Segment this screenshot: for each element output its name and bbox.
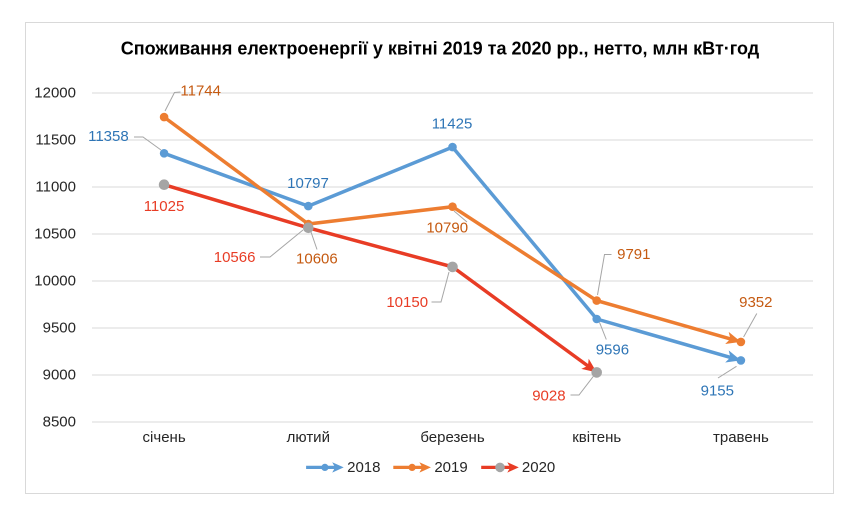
svg-text:10790: 10790 xyxy=(426,220,468,237)
svg-text:11425: 11425 xyxy=(432,116,473,133)
svg-text:2019: 2019 xyxy=(434,459,467,476)
svg-text:січень: січень xyxy=(143,429,186,446)
svg-text:2020: 2020 xyxy=(522,459,555,476)
svg-text:11744: 11744 xyxy=(180,83,221,100)
svg-text:9000: 9000 xyxy=(43,367,76,384)
svg-text:Споживання електроенергії у кв: Споживання електроенергії у квітні 2019 … xyxy=(121,39,760,59)
svg-text:11358: 11358 xyxy=(88,128,129,145)
svg-text:9596: 9596 xyxy=(596,341,629,358)
svg-text:10000: 10000 xyxy=(34,273,76,290)
svg-text:травень: травень xyxy=(713,429,769,446)
svg-text:10606: 10606 xyxy=(296,251,338,268)
svg-text:10797: 10797 xyxy=(287,175,329,192)
svg-text:9028: 9028 xyxy=(532,388,565,405)
svg-text:12000: 12000 xyxy=(34,85,76,102)
svg-text:9352: 9352 xyxy=(739,294,772,311)
svg-text:березень: березень xyxy=(420,429,484,446)
svg-text:9155: 9155 xyxy=(701,382,734,399)
svg-text:11500: 11500 xyxy=(35,132,76,149)
svg-text:11000: 11000 xyxy=(35,179,76,196)
svg-text:10150: 10150 xyxy=(386,294,428,311)
svg-text:9500: 9500 xyxy=(43,320,76,337)
svg-text:11025: 11025 xyxy=(144,198,185,215)
svg-text:10566: 10566 xyxy=(214,249,256,266)
svg-text:лютий: лютий xyxy=(287,429,330,446)
svg-text:квітень: квітень xyxy=(572,429,621,446)
svg-text:9791: 9791 xyxy=(617,246,650,263)
svg-text:2018: 2018 xyxy=(347,459,380,476)
svg-text:10500: 10500 xyxy=(34,226,76,243)
svg-text:8500: 8500 xyxy=(43,414,76,431)
